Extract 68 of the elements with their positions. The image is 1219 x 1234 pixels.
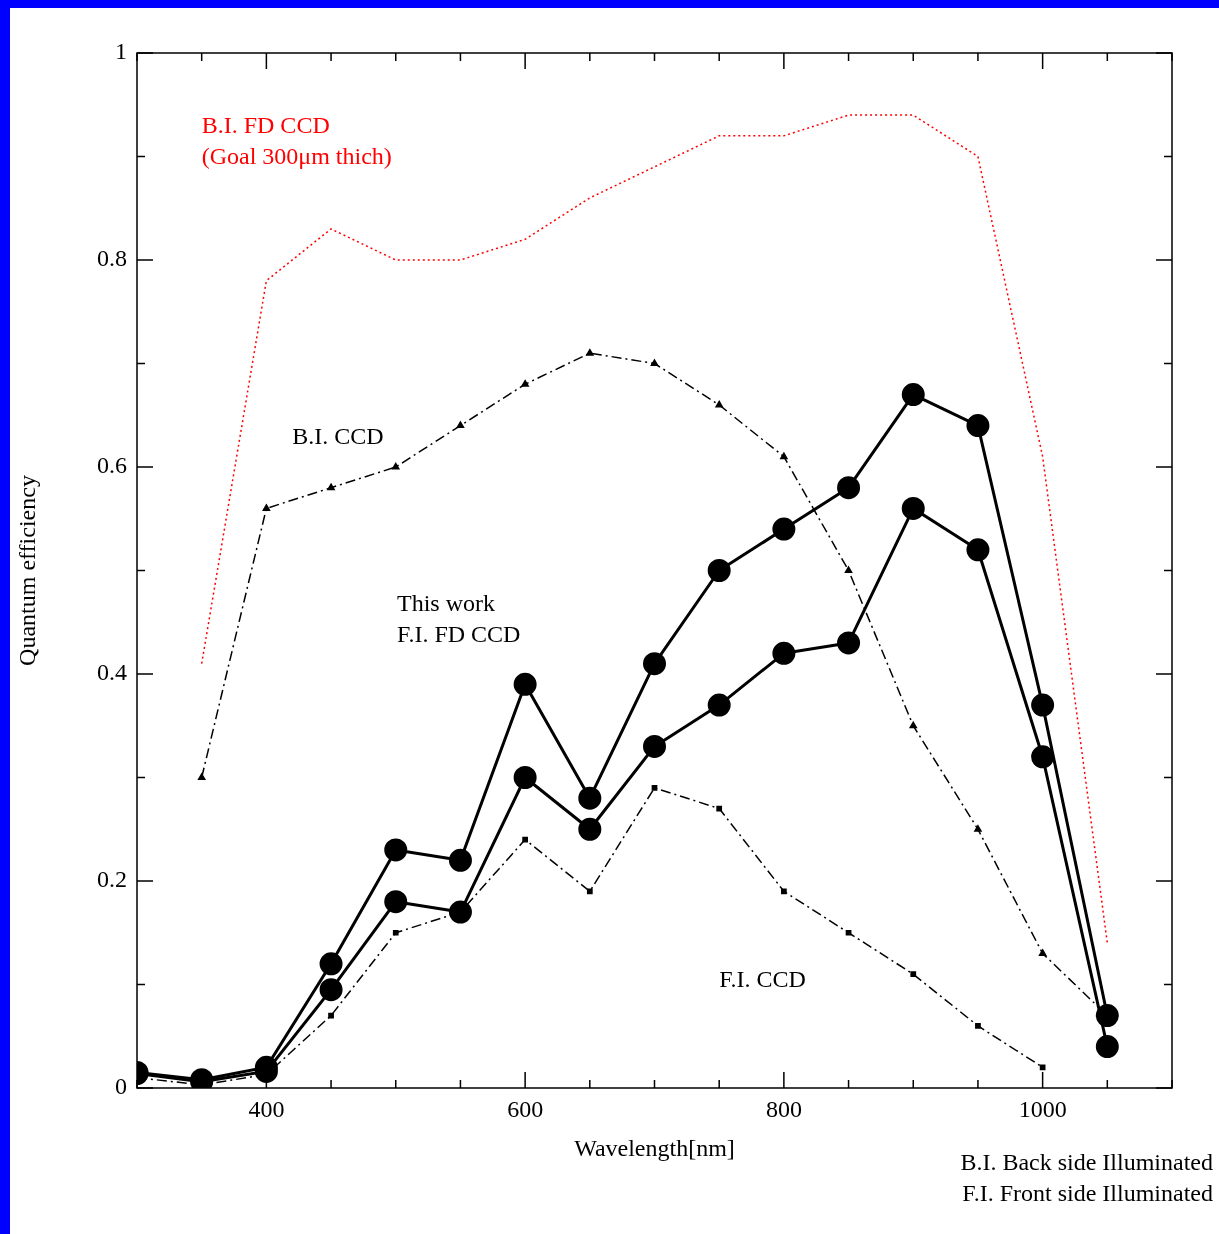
point <box>975 1023 981 1029</box>
point <box>328 1012 334 1019</box>
point <box>901 496 925 520</box>
x-axis-title: Wavelength[nm] <box>574 1134 735 1161</box>
y-tick-label: 1 <box>115 38 127 65</box>
point <box>909 721 918 729</box>
point <box>1095 1035 1119 1059</box>
point <box>1031 693 1055 717</box>
text: F.I. Front side Illuminated <box>962 1180 1213 1207</box>
point <box>966 538 990 562</box>
point <box>586 888 593 895</box>
point <box>780 452 788 460</box>
point <box>707 693 731 717</box>
point <box>262 504 271 511</box>
point <box>643 652 666 676</box>
point <box>319 952 343 976</box>
point <box>521 379 529 387</box>
y-tick-label: 0.4 <box>97 659 127 686</box>
line-series <box>200 114 1109 944</box>
point <box>513 766 537 789</box>
point <box>845 929 852 936</box>
point <box>844 566 853 573</box>
text: B.I. Back side Illuminated <box>960 1149 1213 1176</box>
annotation: This work F.I. FD CCD <box>397 590 521 648</box>
x-tick-label: 1000 <box>1018 1095 1067 1122</box>
point <box>384 838 408 862</box>
point <box>448 848 472 872</box>
point <box>578 786 602 810</box>
point <box>522 836 528 843</box>
point <box>650 359 659 366</box>
y-tick-label: 0.6 <box>97 452 127 479</box>
point <box>715 400 723 408</box>
point <box>586 348 594 356</box>
point <box>1031 745 1055 769</box>
x-tick-label: 400 <box>248 1095 285 1122</box>
point <box>974 825 982 832</box>
y-tick-label: 0 <box>115 1073 127 1100</box>
point <box>772 517 796 541</box>
y-axis-title: Quantum efficiency <box>13 475 40 666</box>
point <box>837 631 861 655</box>
point <box>391 462 400 470</box>
point <box>651 784 658 791</box>
point <box>319 978 343 1002</box>
text: F.I. CCD <box>719 966 806 993</box>
point <box>513 672 537 696</box>
x-tick-label: 800 <box>765 1095 802 1122</box>
point <box>837 476 861 500</box>
point <box>707 559 731 582</box>
point <box>1039 1064 1046 1071</box>
point <box>197 773 206 780</box>
y-tick-label: 0.8 <box>97 245 127 272</box>
y-tick-label: 0.2 <box>97 866 127 893</box>
series-label: B.I. CCD <box>292 422 384 449</box>
point <box>384 890 408 914</box>
point <box>1038 949 1047 956</box>
point <box>578 817 602 841</box>
point <box>716 805 723 812</box>
point <box>643 734 666 758</box>
point <box>966 414 990 438</box>
text: B.I. FD CCD (Goal 300μm thich) <box>201 112 392 170</box>
x-tick-label: 600 <box>507 1095 544 1122</box>
point <box>781 888 787 895</box>
point <box>910 971 917 978</box>
point <box>901 383 925 407</box>
point <box>327 483 335 491</box>
point <box>456 421 465 429</box>
point <box>392 929 399 936</box>
point <box>772 641 796 665</box>
